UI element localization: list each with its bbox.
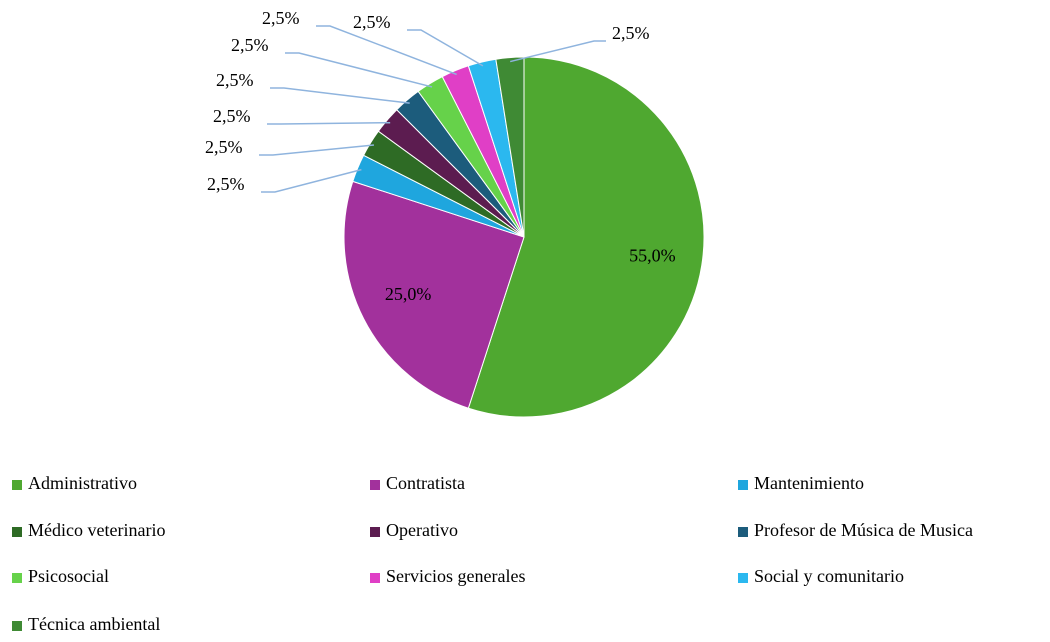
- data-label: 2,5%: [353, 12, 391, 32]
- data-label: 55,0%: [629, 245, 676, 265]
- legend-swatch: [370, 480, 380, 490]
- pie-slice: [495, 56, 525, 238]
- data-label: 2,5%: [216, 70, 254, 90]
- legend-swatch: [738, 527, 748, 537]
- legend-swatch: [12, 480, 22, 490]
- leader-line: [285, 52, 433, 88]
- leader-line: [267, 121, 391, 125]
- data-label: 2,5%: [205, 137, 243, 157]
- data-label: 2,5%: [612, 23, 650, 43]
- leader-line: [259, 144, 375, 156]
- legend-swatch: [12, 527, 22, 537]
- legend-label: Psicosocial: [28, 566, 109, 586]
- legend-swatch: [738, 480, 748, 490]
- data-label: 2,5%: [231, 35, 269, 55]
- legend-label: Contratista: [386, 473, 465, 493]
- data-label: 2,5%: [207, 174, 245, 194]
- leader-line: [407, 29, 484, 67]
- legend-label: Mantenimiento: [754, 473, 864, 493]
- data-label: 2,5%: [213, 106, 251, 126]
- pie-slice: [343, 180, 525, 409]
- legend-swatch: [738, 573, 748, 583]
- legend-label: Profesor de Música de Musica: [754, 520, 973, 540]
- leader-line: [261, 168, 362, 193]
- pie-slice: [467, 56, 705, 418]
- legend-label: Social y comunitario: [754, 566, 904, 586]
- leader-line: [270, 87, 410, 104]
- legend-label: Técnica ambiental: [28, 614, 160, 634]
- legend-swatch: [370, 573, 380, 583]
- legend-label: Administrativo: [28, 473, 137, 493]
- leader-line: [316, 25, 457, 76]
- legend-label: Servicios generales: [386, 566, 525, 586]
- legend-swatch: [12, 573, 22, 583]
- data-label: 2,5%: [262, 8, 300, 28]
- legend-swatch: [370, 527, 380, 537]
- data-label: 25,0%: [385, 284, 432, 304]
- legend-label: Médico veterinario: [28, 520, 165, 540]
- legend-label: Operativo: [386, 520, 458, 540]
- legend-swatch: [12, 621, 22, 631]
- leader-line: [510, 40, 606, 63]
